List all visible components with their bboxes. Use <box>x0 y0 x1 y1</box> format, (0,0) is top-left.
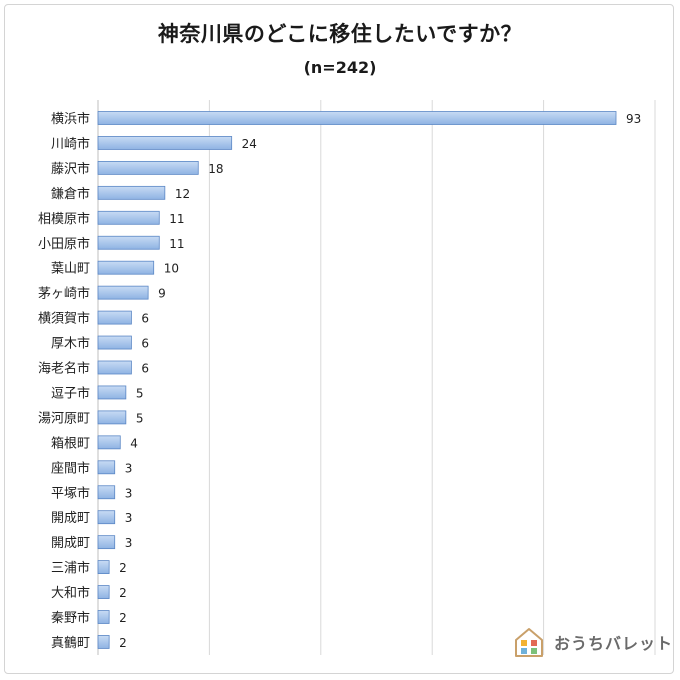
bar <box>97 360 132 375</box>
category-label: 大和市 <box>51 585 90 601</box>
category-label: 三浦市 <box>51 560 90 576</box>
data-label: 3 <box>125 461 133 475</box>
bar <box>97 435 121 450</box>
category-label: 小田原市 <box>38 236 90 252</box>
data-label: 3 <box>125 511 133 525</box>
category-label: 開成町 <box>51 536 90 551</box>
category-label: 海老名市 <box>38 361 90 377</box>
category-label: 川崎市 <box>51 136 90 152</box>
bar <box>97 260 155 275</box>
data-label: 24 <box>242 137 257 151</box>
category-label: 箱根町 <box>51 435 90 451</box>
bar <box>97 385 127 400</box>
logo-text: おうちバレット <box>554 634 674 653</box>
data-label: 5 <box>136 386 144 400</box>
bar <box>97 160 199 175</box>
data-label: 6 <box>141 362 149 376</box>
house-icon <box>515 628 543 657</box>
data-label: 3 <box>125 486 133 500</box>
data-label: 10 <box>164 262 179 276</box>
data-label: 2 <box>119 561 127 575</box>
category-label: 真鶴町 <box>51 635 90 651</box>
data-label: 2 <box>119 586 127 600</box>
category-label: 鎌倉市 <box>51 186 90 202</box>
bar <box>97 560 110 574</box>
bar <box>97 485 116 500</box>
bar <box>97 235 160 250</box>
data-label: 6 <box>141 312 149 326</box>
bar <box>97 410 127 425</box>
category-label: 茅ヶ崎市 <box>38 286 90 302</box>
bar <box>97 585 110 599</box>
category-label: 横須賀市 <box>38 311 90 327</box>
chart-title: 神奈川県のどこに移住したいですか？ <box>157 22 523 46</box>
category-label: 開成町 <box>51 511 90 526</box>
category-label: 座間市 <box>51 460 90 476</box>
data-label: 6 <box>141 337 149 351</box>
bar <box>97 460 116 475</box>
data-label: 9 <box>158 287 166 301</box>
bar <box>97 510 116 525</box>
data-label: 11 <box>169 212 184 226</box>
category-label: 平塚市 <box>51 485 90 501</box>
bar <box>97 535 116 550</box>
data-label: 3 <box>125 536 133 550</box>
bar <box>97 285 149 300</box>
data-label: 2 <box>119 611 127 625</box>
data-label: 93 <box>626 112 641 126</box>
bar <box>97 310 132 325</box>
bar <box>97 111 617 125</box>
data-label: 18 <box>208 162 223 176</box>
category-label: 厚木市 <box>51 336 90 352</box>
bar <box>97 210 160 225</box>
data-label: 12 <box>175 187 190 201</box>
bars <box>97 111 617 649</box>
data-label: 4 <box>130 436 138 450</box>
category-label: 湯河原町 <box>38 411 90 426</box>
category-label: 秦野市 <box>51 610 90 626</box>
bar <box>97 635 110 649</box>
bar <box>97 610 110 624</box>
data-label: 11 <box>169 237 184 251</box>
brand-logo: おうちバレット <box>512 624 673 660</box>
bar <box>97 335 132 350</box>
bar <box>97 185 166 200</box>
data-label: 5 <box>136 411 144 425</box>
data-label: 2 <box>119 636 127 650</box>
category-label: 藤沢市 <box>51 161 90 177</box>
bar <box>97 136 233 150</box>
category-label: 横浜市 <box>51 111 90 127</box>
category-label: 逗子市 <box>51 385 90 401</box>
category-label: 相模原市 <box>38 211 90 227</box>
chart-subtitle: (n=242) <box>303 58 377 77</box>
category-label: 葉山町 <box>51 262 90 277</box>
gridlines <box>97 100 656 655</box>
